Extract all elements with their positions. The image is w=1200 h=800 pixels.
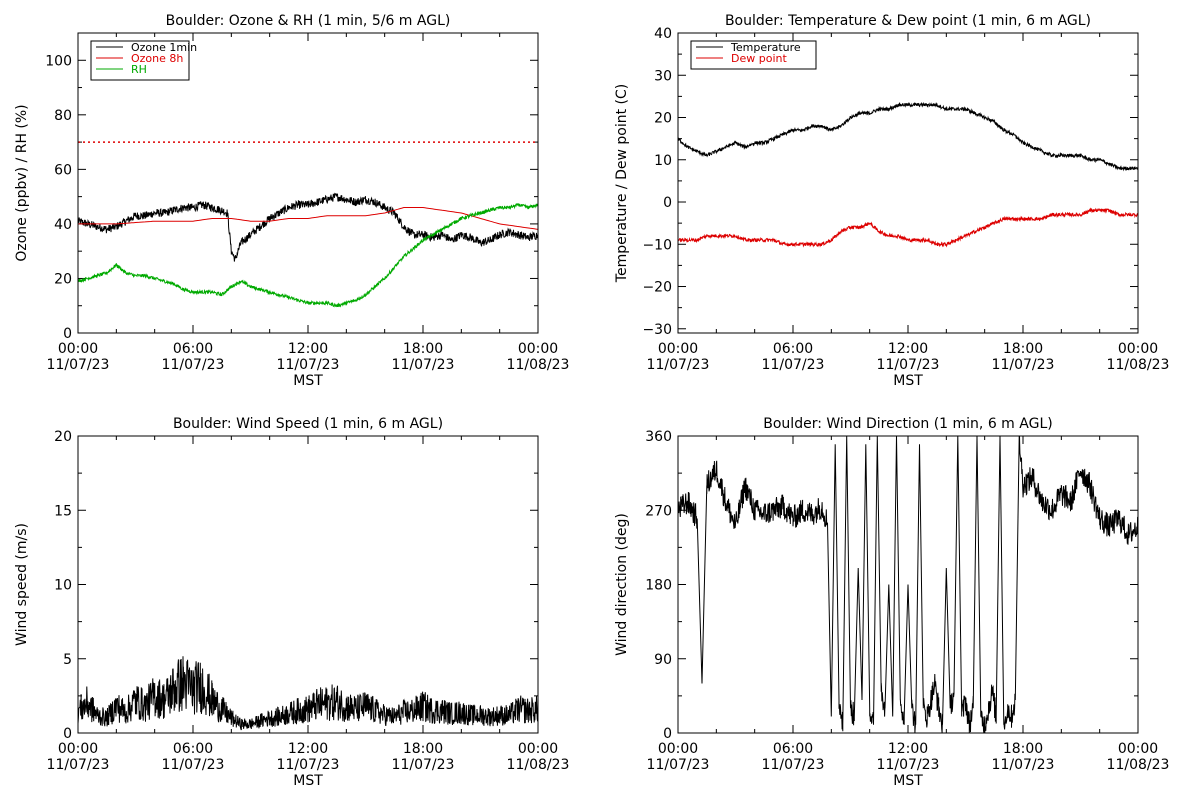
y-axis-label-2: Wind speed (m/s) bbox=[14, 523, 30, 646]
y-axis-label-1: Temperature / Dew point (C) bbox=[614, 84, 630, 283]
x-tick-time-3-4: 00:00 bbox=[1118, 741, 1158, 757]
legend-label-0-1: Ozone 8h bbox=[131, 52, 183, 65]
y-tick-label-1-4: 10 bbox=[654, 153, 672, 169]
x-tick-time-2-2: 12:00 bbox=[288, 741, 328, 757]
x-tick-date-0-0: 11/07/23 bbox=[47, 357, 110, 373]
x-tick-date-2-2: 11/07/23 bbox=[277, 757, 340, 773]
x-tick-time-3-3: 18:00 bbox=[1003, 741, 1043, 757]
legend-label-1-1: Dew point bbox=[731, 52, 787, 65]
series-line-0-0 bbox=[77, 192, 539, 262]
x-tick-time-1-2: 12:00 bbox=[888, 341, 928, 357]
y-tick-label-2-3: 15 bbox=[54, 503, 72, 519]
y-tick-label-2-1: 5 bbox=[63, 652, 72, 668]
x-tick-date-1-4: 11/08/23 bbox=[1107, 357, 1170, 373]
x-tick-date-2-4: 11/08/23 bbox=[507, 757, 570, 773]
plot-frame-1 bbox=[677, 32, 1139, 334]
series-line-1-1 bbox=[677, 207, 1139, 248]
chart-title-0: Boulder: Ozone & RH (1 min, 5/6 m AGL) bbox=[166, 13, 451, 29]
x-axis-label-3: MST bbox=[893, 773, 923, 789]
x-tick-time-0-4: 00:00 bbox=[518, 341, 558, 357]
y-tick-label-1-5: 20 bbox=[654, 111, 672, 127]
x-tick-time-1-0: 00:00 bbox=[658, 341, 698, 357]
y-tick-label-1-1: −20 bbox=[642, 280, 672, 296]
x-tick-date-0-2: 11/07/23 bbox=[277, 357, 340, 373]
y-tick-label-0-3: 60 bbox=[54, 162, 72, 178]
series-line-1-0 bbox=[677, 101, 1139, 172]
y-tick-label-3-1: 90 bbox=[654, 652, 672, 668]
x-tick-date-2-1: 11/07/23 bbox=[162, 757, 225, 773]
x-tick-date-3-4: 11/08/23 bbox=[1107, 757, 1170, 773]
series-line-3-0 bbox=[677, 435, 1139, 734]
x-axis-label-1: MST bbox=[893, 373, 923, 389]
x-tick-time-2-0: 00:00 bbox=[58, 741, 98, 757]
x-tick-time-2-4: 00:00 bbox=[518, 741, 558, 757]
legend-label-0-0: Ozone 1min bbox=[131, 41, 197, 54]
legend-label-0-2: RH bbox=[131, 63, 147, 76]
y-tick-label-0-1: 20 bbox=[54, 271, 72, 287]
y-tick-label-1-3: 0 bbox=[663, 195, 672, 211]
y-tick-label-1-7: 40 bbox=[654, 26, 672, 42]
y-tick-label-0-2: 40 bbox=[54, 217, 72, 233]
x-tick-time-0-2: 12:00 bbox=[288, 341, 328, 357]
chart-title-3: Boulder: Wind Direction (1 min, 6 m AGL) bbox=[763, 416, 1052, 432]
series-line-0-1 bbox=[78, 207, 539, 230]
x-tick-time-1-3: 18:00 bbox=[1003, 341, 1043, 357]
y-tick-label-0-5: 100 bbox=[45, 53, 72, 69]
x-tick-date-1-1: 11/07/23 bbox=[762, 357, 825, 373]
x-tick-date-1-2: 11/07/23 bbox=[877, 357, 940, 373]
x-tick-date-3-3: 11/07/23 bbox=[992, 757, 1055, 773]
x-tick-time-2-1: 06:00 bbox=[173, 741, 213, 757]
y-axis-label-0: Ozone (ppbv) / RH (%) bbox=[14, 104, 30, 261]
legend-box-1 bbox=[690, 40, 817, 70]
x-tick-date-3-1: 11/07/23 bbox=[762, 757, 825, 773]
chart-title-1: Boulder: Temperature & Dew point (1 min,… bbox=[725, 13, 1091, 29]
x-tick-time-1-1: 06:00 bbox=[773, 341, 813, 357]
x-tick-time-0-3: 18:00 bbox=[403, 341, 443, 357]
x-tick-date-2-3: 11/07/23 bbox=[392, 757, 455, 773]
plot-frame-0 bbox=[77, 32, 539, 334]
y-tick-label-3-0: 0 bbox=[663, 726, 672, 742]
x-axis-label-0: MST bbox=[293, 373, 323, 389]
x-tick-time-3-2: 12:00 bbox=[888, 741, 928, 757]
y-tick-label-1-2: −10 bbox=[642, 237, 672, 253]
x-tick-date-3-2: 11/07/23 bbox=[877, 757, 940, 773]
x-axis-label-2: MST bbox=[293, 773, 323, 789]
x-tick-date-3-0: 11/07/23 bbox=[647, 757, 710, 773]
series-line-0-2 bbox=[77, 203, 539, 308]
x-tick-date-1-0: 11/07/23 bbox=[647, 357, 710, 373]
y-tick-label-0-0: 0 bbox=[63, 326, 72, 342]
y-axis-label-3: Wind direction (deg) bbox=[614, 513, 630, 656]
plot-frame-3 bbox=[677, 435, 1139, 734]
x-tick-time-3-1: 06:00 bbox=[773, 741, 813, 757]
y-tick-label-3-4: 360 bbox=[645, 429, 672, 445]
y-tick-label-1-6: 30 bbox=[654, 68, 672, 84]
y-tick-label-2-0: 0 bbox=[63, 726, 72, 742]
x-tick-time-2-3: 18:00 bbox=[403, 741, 443, 757]
x-tick-date-0-1: 11/07/23 bbox=[162, 357, 225, 373]
y-tick-label-2-2: 10 bbox=[54, 578, 72, 594]
x-tick-time-0-0: 00:00 bbox=[58, 341, 98, 357]
x-tick-date-2-0: 11/07/23 bbox=[47, 757, 110, 773]
y-tick-label-1-0: −30 bbox=[642, 322, 672, 338]
chart-title-2: Boulder: Wind Speed (1 min, 6 m AGL) bbox=[173, 416, 443, 432]
legend-label-1-0: Temperature bbox=[730, 41, 801, 54]
x-tick-date-0-4: 11/08/23 bbox=[507, 357, 570, 373]
y-tick-label-3-2: 180 bbox=[645, 578, 672, 594]
x-tick-time-1-4: 00:00 bbox=[1118, 341, 1158, 357]
y-tick-label-3-3: 270 bbox=[645, 503, 672, 519]
x-tick-time-3-0: 00:00 bbox=[658, 741, 698, 757]
y-tick-label-0-4: 80 bbox=[54, 108, 72, 124]
series-line-2-0 bbox=[77, 656, 539, 731]
x-tick-date-1-3: 11/07/23 bbox=[992, 357, 1055, 373]
x-tick-date-0-3: 11/07/23 bbox=[392, 357, 455, 373]
y-tick-label-2-4: 20 bbox=[54, 429, 72, 445]
plot-frame-2 bbox=[77, 435, 539, 734]
x-tick-time-0-1: 06:00 bbox=[173, 341, 213, 357]
